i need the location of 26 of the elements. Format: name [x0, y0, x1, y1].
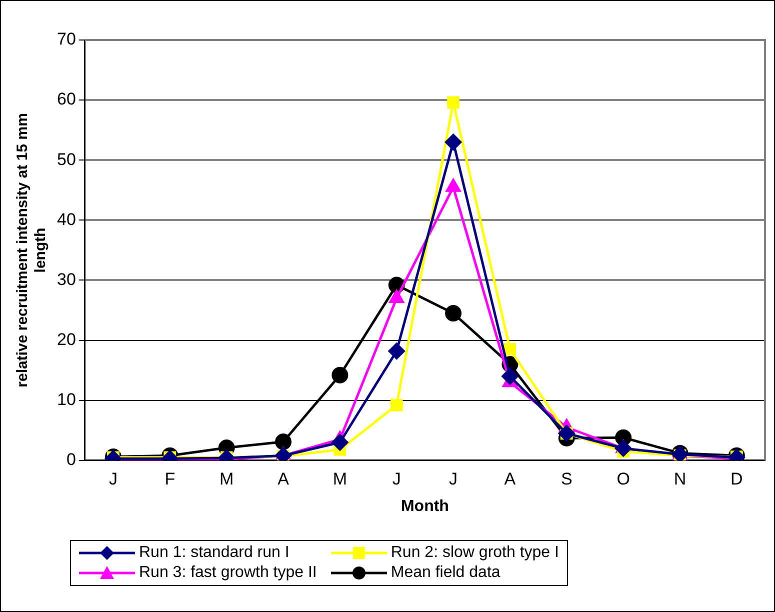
y-tick-label: 70	[56, 30, 76, 49]
y-tick-label: 10	[56, 390, 76, 410]
x-tick-label: S	[560, 469, 572, 488]
y-tick-label: 30	[56, 270, 76, 289]
x-tick-label: J	[392, 469, 401, 488]
y-axis-title: relative recruitment intensity at 15 mm length	[14, 113, 50, 388]
x-tick-label: O	[616, 469, 630, 488]
x-tick-label: A	[278, 469, 290, 488]
y-tick-label: 40	[56, 210, 76, 229]
y-tick-label: 0	[66, 450, 76, 470]
legend-label: Run 3: fast growth type II	[139, 564, 317, 582]
legend-label: Run 1: standard run I	[139, 544, 290, 562]
x-tick-label: D	[730, 469, 743, 488]
x-tick-label: J	[108, 469, 118, 488]
y-tick-label: 50	[56, 150, 76, 169]
x-tick-label: F	[164, 469, 176, 488]
y-tick-label: 20	[56, 330, 76, 349]
legend-label: Mean field data	[390, 564, 500, 582]
x-tick-label: A	[504, 469, 516, 488]
legend-label: Run 2: slow groth type I	[390, 544, 559, 562]
y-tick-label: 60	[56, 90, 76, 109]
x-tick-label: N	[674, 469, 686, 488]
x-axis-title: Month	[400, 498, 449, 515]
x-tick-label: J	[449, 469, 458, 488]
x-tick-label: M	[220, 469, 234, 488]
x-tick-label: M	[332, 469, 348, 488]
